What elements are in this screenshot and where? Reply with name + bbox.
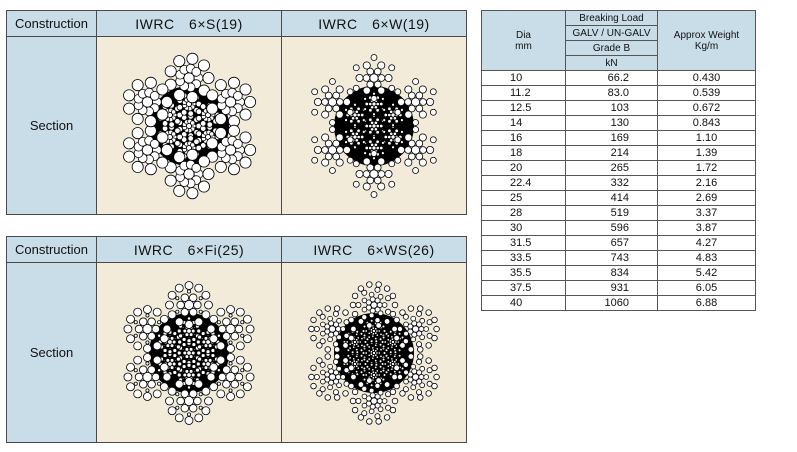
dia-header-label: Dia xyxy=(515,29,531,41)
weight-cell: 2.16 xyxy=(657,175,756,191)
breaking-load-cell: 1060 xyxy=(565,295,658,311)
weight-cell: 5.42 xyxy=(657,265,756,281)
weight-cell: 3.87 xyxy=(657,220,756,236)
dia-cell: 16 xyxy=(481,130,566,146)
spec-rows: 10 66.2 0.430 11.2 83.0 0.539 12.5 103 0.672 14 13… xyxy=(481,70,756,311)
weight-cell: 2.69 xyxy=(657,190,756,206)
breaking-load-cell: 414 xyxy=(565,190,658,206)
construction-label: Construction xyxy=(6,236,97,263)
rope-section-6xs19-cell xyxy=(96,36,282,215)
dia-cell: 10 xyxy=(481,70,566,86)
dia-cell: 35.5 xyxy=(481,265,566,281)
table-row: 40 1060 6.88 xyxy=(481,295,756,311)
table-row: 14 130 0.843 xyxy=(481,115,756,131)
rope-section-6xfi25-cell xyxy=(96,262,282,443)
table-row: 20 265 1.72 xyxy=(481,160,756,176)
table-row: 37.5 931 6.05 xyxy=(481,280,756,296)
section-label: Section xyxy=(6,262,97,443)
weight-header-label: Approx Weight xyxy=(673,29,740,41)
rope-section-6xws26-cell xyxy=(281,262,467,443)
weight-cell: 0.672 xyxy=(657,100,756,116)
breaking-load-cell: 596 xyxy=(565,220,658,236)
table-row: 31.5 657 4.27 xyxy=(481,235,756,251)
dia-cell: 28 xyxy=(481,205,566,221)
weight-cell: 1.39 xyxy=(657,145,756,161)
weight-cell: 4.83 xyxy=(657,250,756,266)
dia-header-unit: mm xyxy=(515,40,532,52)
section-label: Section xyxy=(6,36,97,215)
dia-cell: 11.2 xyxy=(481,85,566,101)
rope-title-6xfi25: IWRC 6×Fi(25) xyxy=(96,236,282,263)
table-row: 25 414 2.69 xyxy=(481,190,756,206)
breaking-load-cell: 66.2 xyxy=(565,70,658,86)
construction-panel-2: Construction IWRC 6×Fi(25) IWRC 6×WS(26)… xyxy=(6,236,467,443)
dia-cell: 37.5 xyxy=(481,280,566,296)
breaking-load-cell: 834 xyxy=(565,265,658,281)
rope-title-6xw19: IWRC 6×W(19) xyxy=(281,10,467,37)
breaking-load-cell: 103 xyxy=(565,100,658,116)
table-row: 18 214 1.39 xyxy=(481,145,756,161)
breaking-load-cell: 169 xyxy=(565,130,658,146)
dia-cell: 20 xyxy=(481,160,566,176)
dia-cell: 30 xyxy=(481,220,566,236)
weight-cell: 1.10 xyxy=(657,130,756,146)
grade-type-header: GALV / UN-GALV xyxy=(565,25,658,41)
rope-cross-section-6xws26-image xyxy=(308,280,440,425)
breaking-load-cell: 130 xyxy=(565,115,658,131)
breaking-load-cell: 332 xyxy=(565,175,658,191)
dia-cell: 31.5 xyxy=(481,235,566,251)
table-row: 33.5 743 4.83 xyxy=(481,250,756,266)
breaking-load-cell: 83.0 xyxy=(565,85,658,101)
dia-cell: 40 xyxy=(481,295,566,311)
specification-table: Dia mm Breaking Load Approx Weight Kg/m … xyxy=(481,10,756,311)
rope-cross-section-6xs19-image xyxy=(123,52,257,199)
dia-cell: 33.5 xyxy=(481,250,566,266)
table-row: 11.2 83.0 0.539 xyxy=(481,85,756,101)
table-row: 10 66.2 0.430 xyxy=(481,70,756,86)
weight-cell: 0.539 xyxy=(657,85,756,101)
weight-cell: 4.27 xyxy=(657,235,756,251)
construction-label: Construction xyxy=(6,10,97,37)
breaking-load-header: Breaking Load xyxy=(565,10,658,26)
rope-title-6xs19: IWRC 6×S(19) xyxy=(96,10,282,37)
breaking-load-cell: 657 xyxy=(565,235,658,251)
table-row: 22.4 332 2.16 xyxy=(481,175,756,191)
weight-cell: 6.88 xyxy=(657,295,756,311)
table-row: 28 519 3.37 xyxy=(481,205,756,221)
weight-header: Approx Weight Kg/m xyxy=(657,10,756,71)
breaking-load-cell: 743 xyxy=(565,250,658,266)
dia-cell: 22.4 xyxy=(481,175,566,191)
table-row: 12.5 103 0.672 xyxy=(481,100,756,116)
breaking-load-cell: 214 xyxy=(565,145,658,161)
construction-panel-1: Construction IWRC 6×S(19) IWRC 6×W(19) S… xyxy=(6,10,467,215)
rope-title-6xws26: IWRC 6×WS(26) xyxy=(281,236,467,263)
rope-cross-section-6xfi25-image xyxy=(123,280,255,425)
weight-header-unit: Kg/m xyxy=(694,40,719,52)
rope-cross-section-6xw19-image xyxy=(311,53,437,198)
weight-cell: 3.37 xyxy=(657,205,756,221)
dia-cell: 12.5 xyxy=(481,100,566,116)
dia-header: Dia mm xyxy=(481,10,566,71)
table-row: 16 169 1.10 xyxy=(481,130,756,146)
table-row: 30 596 3.87 xyxy=(481,220,756,236)
table-row: 35.5 834 5.42 xyxy=(481,265,756,281)
rope-section-6xw19-cell xyxy=(281,36,467,215)
breaking-load-cell: 519 xyxy=(565,205,658,221)
weight-cell: 1.72 xyxy=(657,160,756,176)
weight-cell: 6.05 xyxy=(657,280,756,296)
unit-header: kN xyxy=(565,55,658,71)
dia-cell: 25 xyxy=(481,190,566,206)
weight-cell: 0.430 xyxy=(657,70,756,86)
breaking-load-cell: 265 xyxy=(565,160,658,176)
dia-cell: 18 xyxy=(481,145,566,161)
grade-header: Grade B xyxy=(565,40,658,56)
dia-cell: 14 xyxy=(481,115,566,131)
weight-cell: 0.843 xyxy=(657,115,756,131)
breaking-load-cell: 931 xyxy=(565,280,658,296)
